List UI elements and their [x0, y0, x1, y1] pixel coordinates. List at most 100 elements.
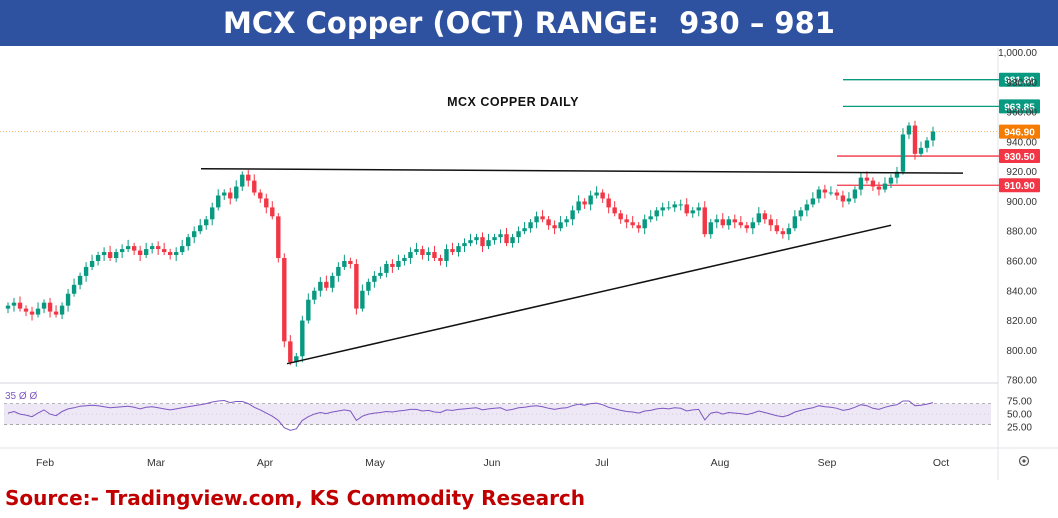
price-tick-label: 780.00 — [1006, 376, 1037, 387]
candle-body — [149, 246, 155, 250]
candle-body — [77, 275, 83, 285]
candle-body — [300, 320, 305, 357]
candle-body — [462, 243, 467, 247]
candle-body — [720, 219, 725, 226]
candle-body — [420, 249, 425, 256]
price-tick-label: 800.00 — [1006, 346, 1037, 357]
price-tag-bg — [999, 72, 1040, 87]
candle-body — [804, 204, 810, 211]
candle-body — [756, 213, 762, 223]
candle-body — [480, 237, 485, 247]
candle-body — [95, 255, 101, 261]
candle-body — [89, 260, 95, 267]
candle-body — [222, 192, 227, 196]
chart-inner-title: MCX COPPER DAILY — [447, 95, 579, 109]
candle-body — [858, 177, 864, 190]
source-caption: Source:- Tradingview.com, KS Commodity R… — [5, 486, 586, 510]
candle-body — [23, 308, 29, 312]
trendlines — [200, 167, 964, 365]
price-tag-label: 946.90 — [1004, 128, 1035, 139]
candle-body — [294, 356, 299, 363]
candle-body — [101, 252, 107, 256]
candle-body — [288, 341, 293, 363]
candle-body — [65, 293, 71, 306]
candle-body — [198, 225, 203, 232]
candle-body — [270, 207, 275, 217]
time-tick-label: Apr — [257, 457, 274, 469]
time-tick-label: May — [365, 457, 386, 469]
candle-body — [53, 311, 59, 315]
time-tick-label: Jun — [484, 457, 501, 469]
candle-body — [137, 250, 143, 256]
candle-body — [210, 207, 215, 220]
candle-body — [444, 249, 449, 261]
candle-body — [726, 219, 731, 226]
candle-body — [161, 249, 167, 253]
candle-body — [155, 246, 161, 250]
candle-body — [11, 302, 17, 306]
price-tick-label: 840.00 — [1006, 286, 1037, 297]
candle-body — [618, 213, 623, 220]
candle-body — [324, 281, 329, 288]
candle-body — [143, 249, 149, 256]
candle-body — [930, 131, 936, 141]
candle-body — [107, 252, 113, 259]
candle-body — [642, 219, 647, 229]
candle-body — [240, 174, 245, 187]
candle-body — [414, 249, 419, 253]
price-tag-label: 930.50 — [1004, 152, 1035, 163]
candle-body — [516, 231, 521, 238]
candle-body — [474, 237, 479, 241]
candle-body — [666, 207, 671, 209]
price-chart-svg[interactable]: 981.80 963.85 946.90 930.50 910.90 1,000.00 9… — [0, 46, 1058, 484]
candle-body — [708, 222, 713, 235]
candle-body — [684, 204, 689, 214]
chart-area[interactable]: 981.80 963.85 946.90 930.50 910.90 1,000.00 9… — [0, 46, 1058, 484]
candle-body — [798, 210, 804, 217]
candles — [5, 120, 936, 367]
rsi-indicator-label: 35 Ø Ø — [5, 391, 37, 402]
price-tick-label: 980.00 — [1006, 78, 1037, 89]
candle-body — [17, 302, 23, 309]
price-tick-label: 960.00 — [1006, 108, 1037, 119]
grid-layer — [0, 48, 1058, 480]
candle-body — [192, 231, 197, 238]
candle-body — [276, 216, 281, 259]
time-tick-label: Mar — [147, 457, 166, 469]
price-tick-label: 1,000.00 — [998, 48, 1037, 59]
rsi-line — [7, 399, 934, 431]
candle-body — [125, 246, 131, 250]
price-tick-label: 880.00 — [1006, 227, 1037, 238]
time-tick-label: Jul — [595, 457, 608, 469]
candle-body — [876, 186, 882, 190]
candle-body — [852, 189, 858, 199]
candle-body — [35, 308, 41, 315]
candle-body — [558, 222, 563, 229]
candle-body — [390, 263, 395, 267]
candle-body — [113, 252, 119, 259]
price-tick-label: 860.00 — [1006, 256, 1037, 267]
candle-body — [216, 195, 221, 208]
candle-body — [179, 246, 185, 253]
price-tag-label: 910.90 — [1004, 181, 1035, 192]
candle-body — [396, 260, 401, 267]
candle-body — [384, 263, 389, 273]
candle-body — [372, 275, 377, 282]
candle-body — [924, 140, 930, 148]
candle-body — [360, 290, 365, 309]
candle-body — [792, 216, 798, 229]
candle-body — [702, 207, 707, 235]
candle-body — [762, 213, 768, 220]
settings-icon[interactable] — [1018, 455, 1030, 467]
candle-body — [768, 219, 774, 226]
candle-body — [552, 225, 557, 229]
candle-body — [528, 222, 533, 229]
candle-body — [630, 222, 635, 226]
candle-body — [438, 258, 443, 261]
price-tag-bg — [999, 99, 1040, 114]
candle-body — [426, 252, 431, 256]
price-tag-bg — [999, 149, 1040, 164]
candle-body — [570, 210, 575, 220]
time-tick-label: Oct — [933, 457, 949, 469]
candle-body — [402, 258, 407, 261]
